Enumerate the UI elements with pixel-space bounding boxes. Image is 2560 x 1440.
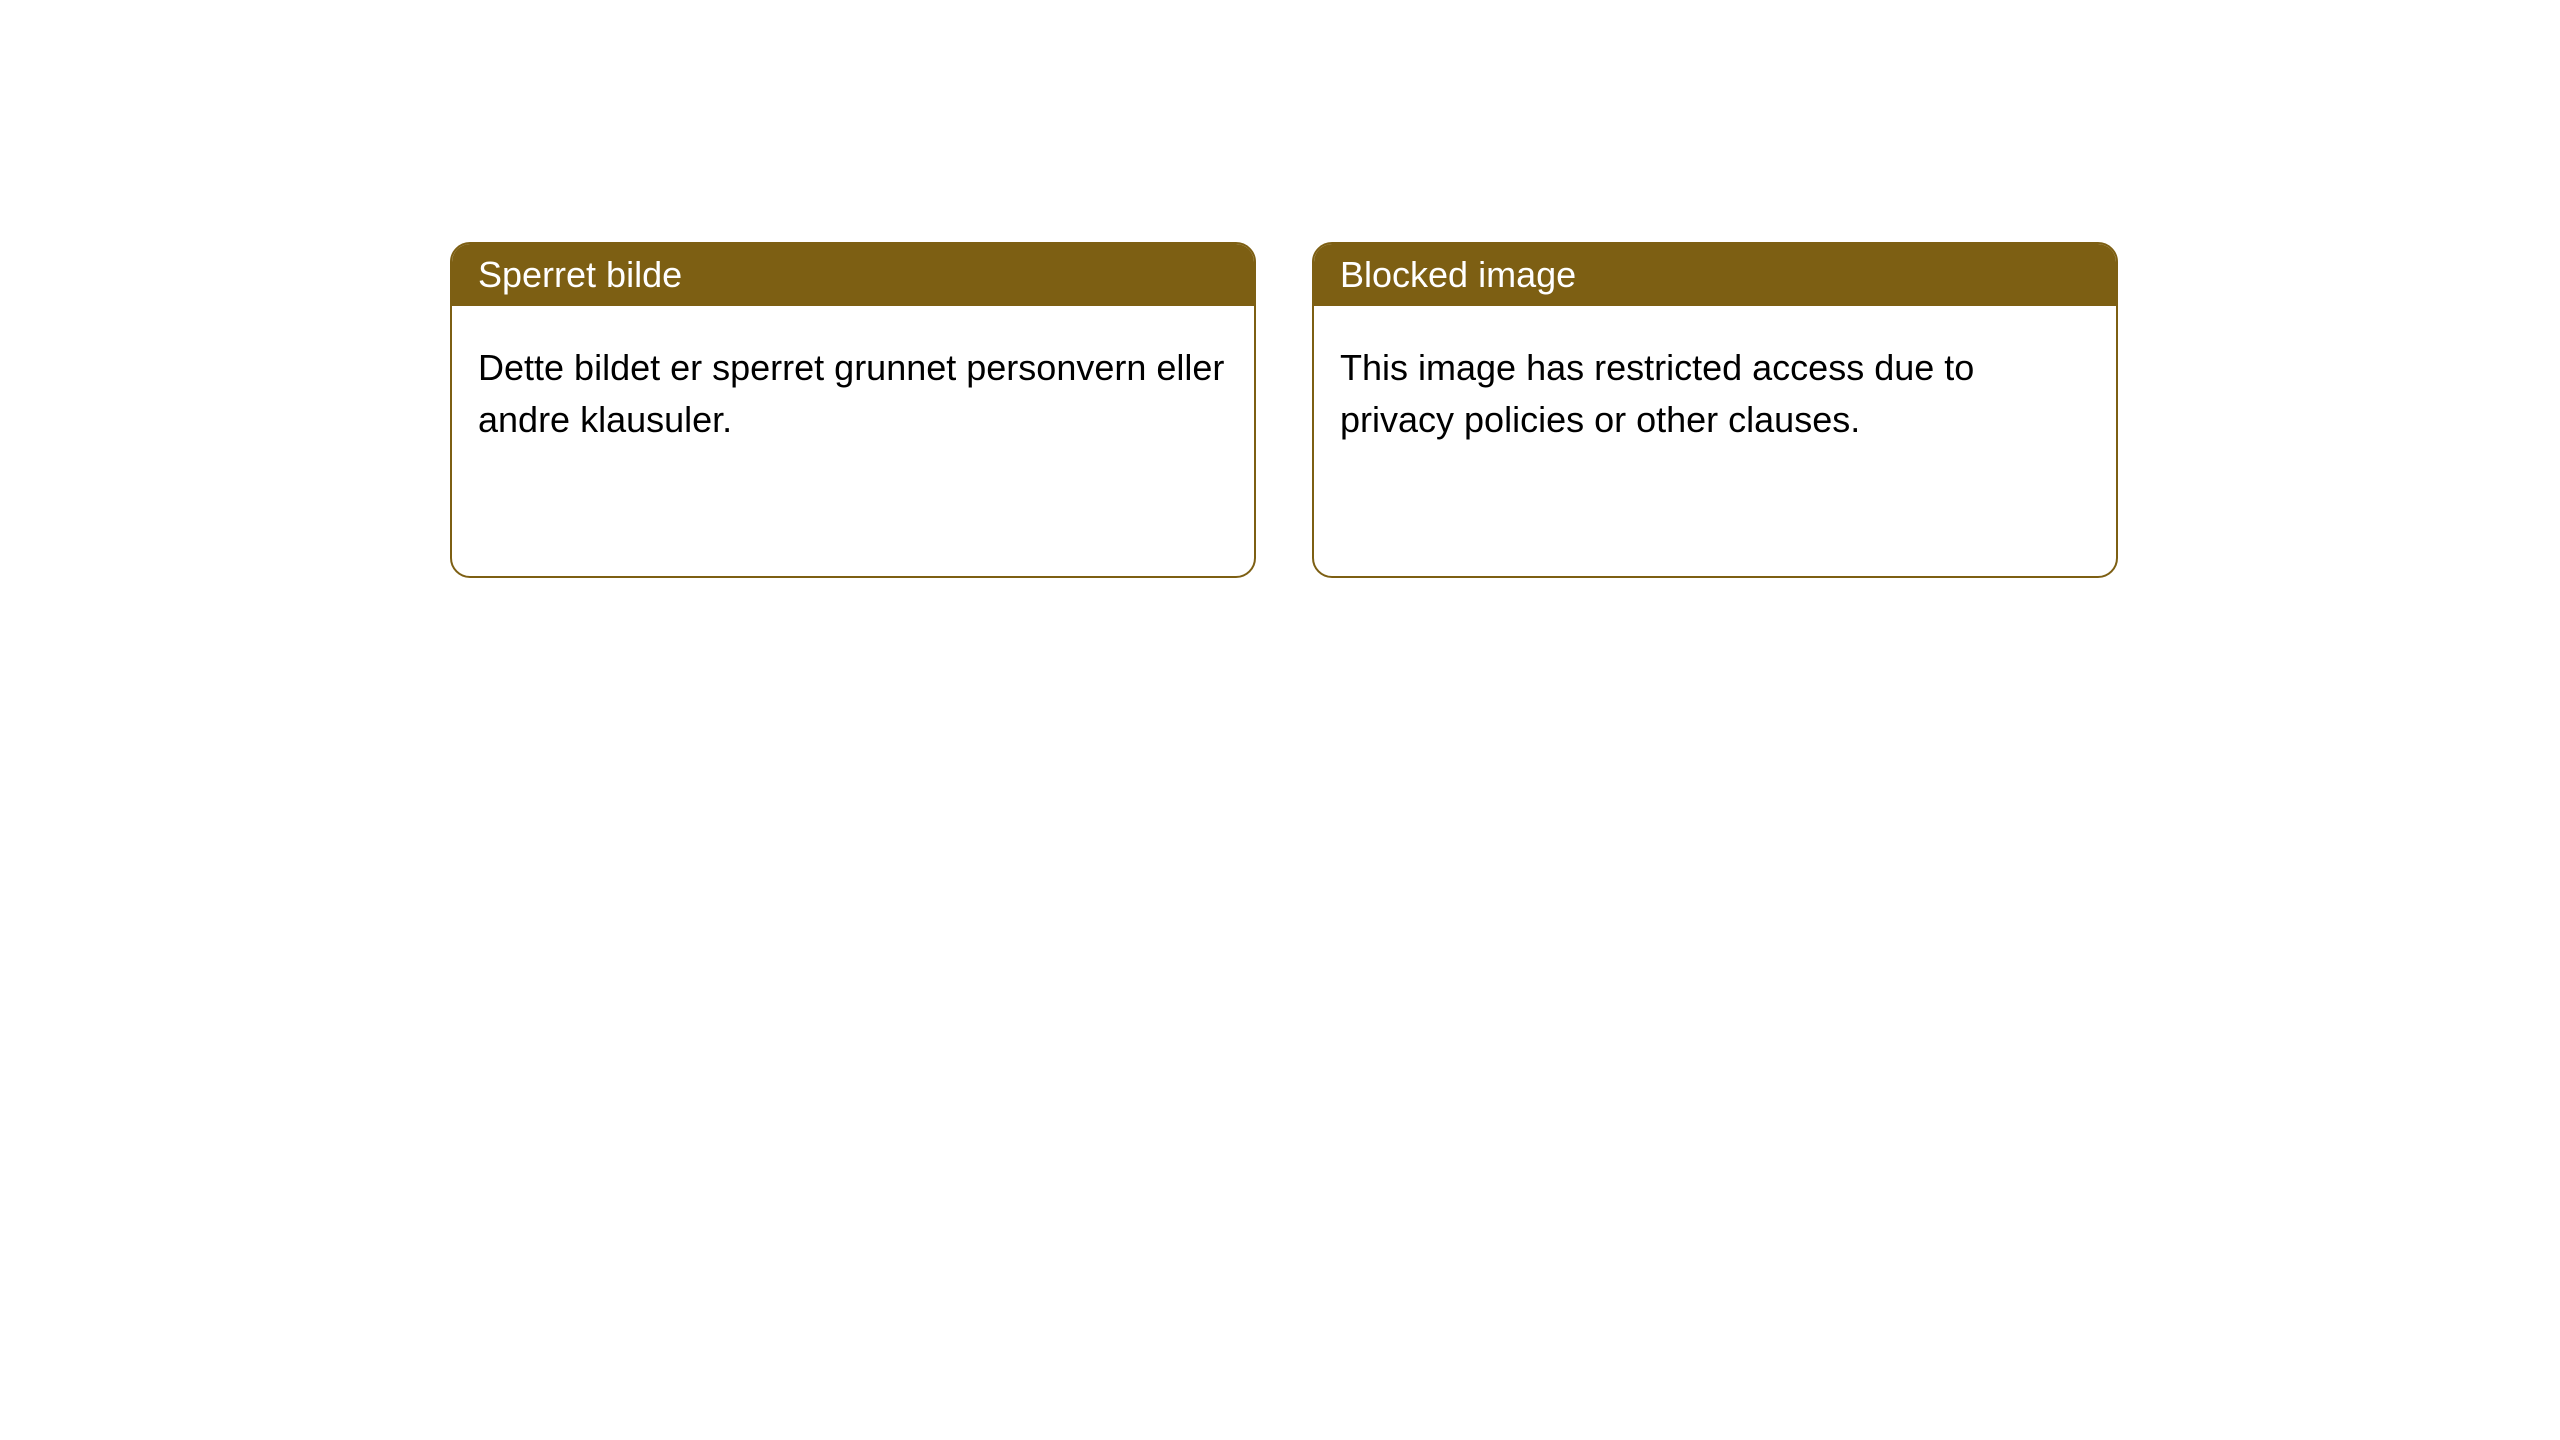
card-body-no: Dette bildet er sperret grunnet personve… — [452, 306, 1254, 482]
card-title-no: Sperret bilde — [478, 254, 682, 295]
notice-container: Sperret bilde Dette bildet er sperret gr… — [0, 0, 2560, 578]
card-body-en: This image has restricted access due to … — [1314, 306, 2116, 482]
blocked-image-card-no: Sperret bilde Dette bildet er sperret gr… — [450, 242, 1256, 578]
card-message-en: This image has restricted access due to … — [1340, 347, 1974, 440]
card-message-no: Dette bildet er sperret grunnet personve… — [478, 347, 1224, 440]
blocked-image-card-en: Blocked image This image has restricted … — [1312, 242, 2118, 578]
card-header-en: Blocked image — [1314, 244, 2116, 306]
card-title-en: Blocked image — [1340, 254, 1576, 295]
card-header-no: Sperret bilde — [452, 244, 1254, 306]
